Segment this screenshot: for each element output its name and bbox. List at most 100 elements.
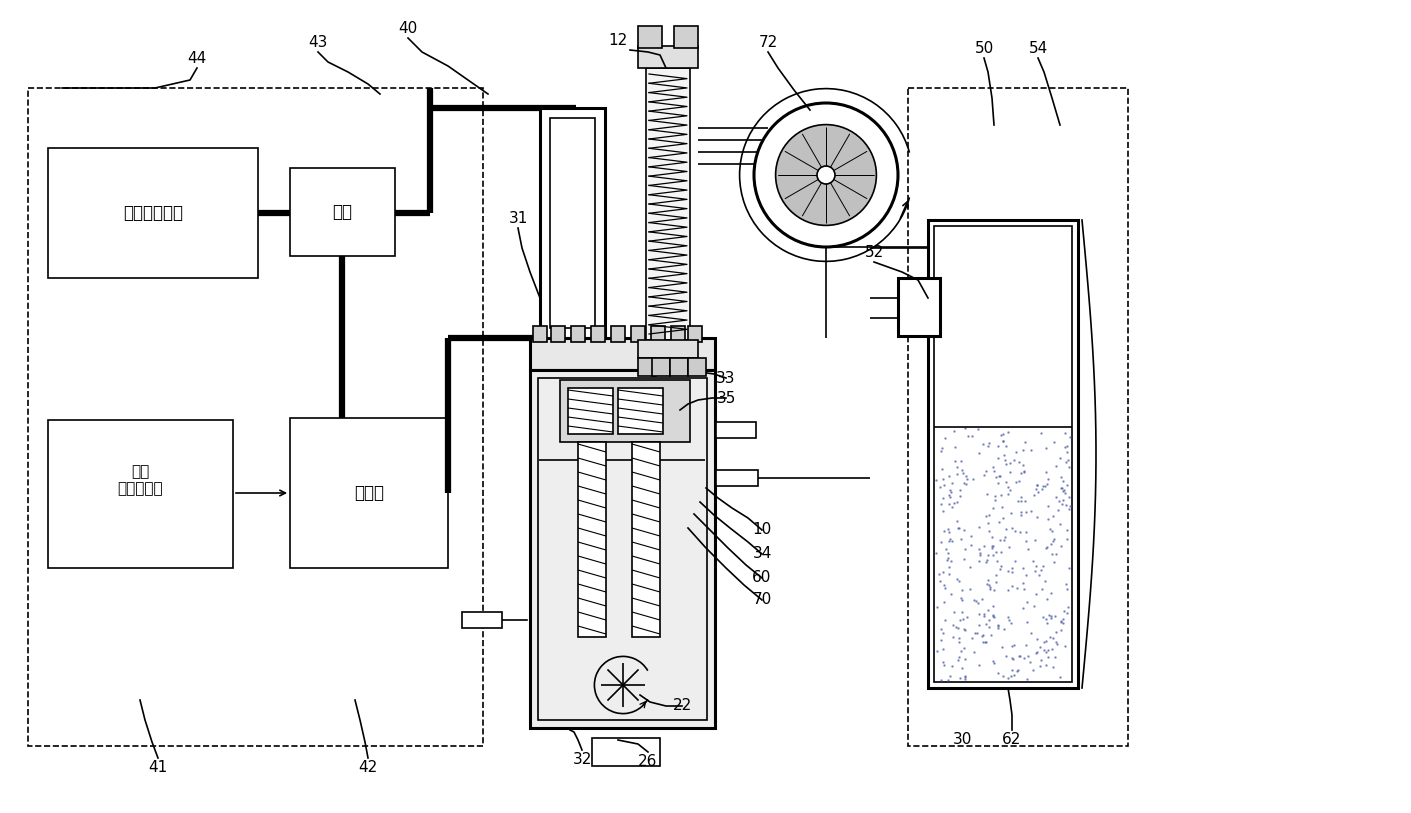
Point [945,496,968,509]
Point [628,548,650,561]
Point [655,227,677,240]
Text: 오실로스코프: 오실로스코프 [123,204,183,222]
Point [995,522,1017,535]
Point [1054,440,1077,453]
Point [604,672,626,685]
Point [532,684,555,697]
Point [557,566,580,579]
Point [553,669,576,682]
Point [605,698,628,711]
Point [622,664,645,677]
Point [557,686,580,699]
Point [1040,587,1062,600]
Point [581,446,604,459]
Point [583,641,605,654]
Point [1044,610,1067,623]
Point [658,406,680,419]
Point [1024,646,1047,659]
Point [631,434,653,447]
Point [550,563,573,576]
Point [992,449,1015,462]
Point [947,632,969,645]
Point [665,300,687,313]
Point [974,635,996,648]
Point [642,479,665,492]
Point [648,115,670,128]
Point [1050,498,1072,511]
Point [931,441,954,454]
Point [635,628,658,641]
Point [552,398,574,411]
Point [1029,659,1051,672]
Point [635,613,658,626]
Point [982,502,1005,515]
Point [1055,533,1078,546]
Point [643,511,666,524]
Point [1006,494,1029,507]
Point [600,415,622,428]
Point [639,402,662,415]
Point [666,421,689,434]
Point [662,150,684,163]
Point [567,665,590,678]
Point [948,574,971,587]
Point [662,173,684,186]
Point [1055,582,1078,595]
Point [617,374,639,387]
Point [1053,484,1075,497]
Point [1040,547,1062,560]
Point [974,540,996,553]
Point [930,535,952,548]
Point [669,463,691,476]
Point [543,566,566,579]
Point [1026,633,1048,646]
Point [991,488,1013,501]
Point [1000,616,1023,629]
Point [943,424,965,437]
Point [658,420,680,433]
Point [546,561,569,574]
Point [1037,499,1060,512]
Point [543,691,566,704]
Point [687,583,710,596]
Point [999,466,1022,479]
Point [628,486,650,499]
Point [663,154,686,167]
Point [621,396,643,409]
Point [636,641,659,654]
Point [992,434,1015,447]
Point [978,508,1000,521]
Point [1000,652,1023,665]
Point [665,424,687,437]
Point [567,604,590,617]
Point [553,673,576,686]
Bar [28,88,483,746]
Point [947,521,969,534]
Point [937,469,959,482]
Point [1031,611,1054,624]
Point [660,411,683,424]
Point [576,544,598,557]
Point [621,489,643,502]
Point [1003,639,1026,652]
Point [617,674,639,687]
Point [562,561,584,574]
Point [624,682,646,695]
Point [641,318,663,331]
Point [1024,588,1047,601]
Point [670,195,693,208]
Point [947,654,969,667]
Point [610,624,632,637]
Point [941,535,964,548]
Point [1058,430,1081,443]
Point [577,584,600,597]
Point [684,428,707,441]
Point [954,653,976,666]
Point [981,549,1003,562]
Point [996,481,1019,494]
Point [562,443,584,456]
Point [571,556,594,569]
Point [597,437,619,450]
Point [608,532,631,545]
Point [1048,451,1071,464]
